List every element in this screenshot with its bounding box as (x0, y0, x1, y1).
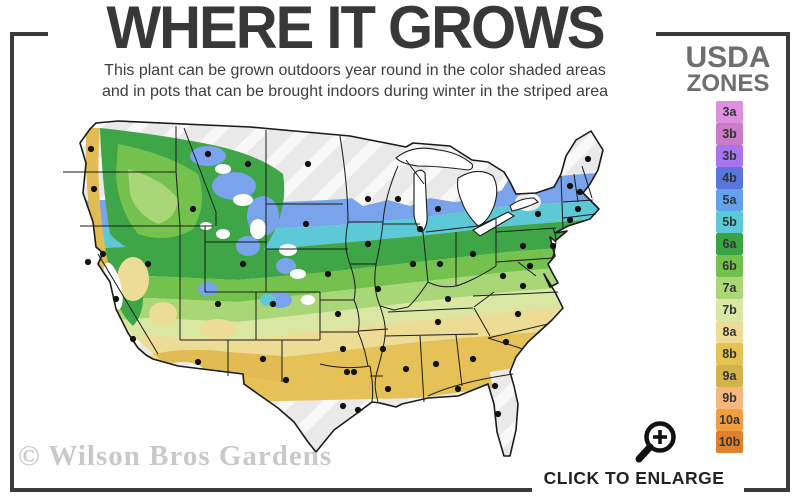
city-dot (566, 182, 574, 190)
city-dot (324, 270, 332, 278)
zone-swatch-4b: 4b (716, 167, 743, 189)
zone-swatch-7a: 7a (716, 277, 743, 299)
city-dot (354, 406, 362, 414)
city-dot (576, 188, 584, 196)
city-dot (454, 385, 462, 393)
city-dot (519, 242, 527, 250)
magnifier-plus-icon[interactable] (632, 418, 684, 466)
click-to-enlarge-label[interactable]: CLICK TO ENLARGE (543, 468, 725, 488)
subtitle-line2: and in pots that can be brought indoors … (101, 83, 609, 101)
city-dot (499, 272, 507, 280)
city-dot (259, 355, 267, 363)
city-dot (519, 282, 527, 290)
frame-border-bottom-left (10, 488, 532, 492)
frame-border-top-right (656, 32, 790, 36)
usda-zone-legend: 3a 3b 3b 4b 5a 5b 6a 6b 7a 7b 8a 8b 9a 9b 10a 10b (716, 101, 743, 453)
city-dot (469, 250, 477, 258)
zone-swatch-3b: 3b (716, 145, 743, 167)
city-dot (144, 260, 152, 268)
frame-border-left (10, 32, 14, 492)
city-dot (343, 368, 351, 376)
page-title: WHERE IT GROWS (106, 0, 605, 62)
city-dot (364, 195, 372, 203)
zone-swatch-8b: 8b (716, 343, 743, 365)
legend-title-zones: ZONES (686, 69, 770, 97)
city-dot (244, 160, 252, 168)
city-dot (574, 205, 582, 213)
city-dot (379, 345, 387, 353)
zone-swatch-9b: 9b (716, 387, 743, 409)
city-dot (434, 318, 442, 326)
city-dot (434, 205, 442, 213)
city-dot (416, 225, 424, 233)
zone-swatch-7b: 7b (716, 299, 743, 321)
city-dot (534, 210, 542, 218)
city-dot (269, 300, 277, 308)
subtitle: This plant can be grown outdoors year ro… (55, 60, 655, 102)
great-lakes (395, 147, 539, 237)
zone-swatch-5b: 5b (716, 211, 743, 233)
city-dot (364, 240, 372, 248)
city-dot (90, 185, 98, 193)
city-dot (436, 260, 444, 268)
subtitle-line1: This plant can be grown outdoors year ro… (104, 62, 606, 79)
city-dot (204, 150, 212, 158)
city-dot (112, 295, 120, 303)
city-dot (584, 155, 592, 163)
city-dot (491, 382, 499, 390)
city-dot (502, 338, 510, 346)
city-dot (402, 365, 410, 373)
zone-swatch-3b: 3b (716, 123, 743, 145)
zone-swatch-9a: 9a (716, 365, 743, 387)
watermark: © Wilson Bros Gardens (18, 440, 333, 472)
city-dot (350, 368, 358, 376)
frame-border-bottom-right (744, 488, 790, 492)
zone-swatch-6b: 6b (716, 255, 743, 277)
city-dot (84, 258, 92, 266)
city-dot (99, 250, 107, 258)
zone-shading (80, 121, 603, 456)
city-dot (526, 262, 534, 270)
city-dot (394, 195, 402, 203)
city-dot (339, 345, 347, 353)
city-dot (214, 300, 222, 308)
city-dot (302, 220, 310, 228)
zone-swatch-10a: 10a (716, 409, 743, 431)
zone-swatch-8a: 8a (716, 321, 743, 343)
city-dot (514, 310, 522, 318)
click-to-enlarge-button[interactable]: CLICK TO ENLARGE (536, 418, 732, 489)
frame-border-right (786, 32, 790, 492)
city-dot (129, 335, 137, 343)
city-dot (469, 355, 477, 363)
city-dot (334, 310, 342, 318)
city-dot (432, 360, 440, 368)
legend-title-usda: USDA (685, 41, 771, 74)
city-dot (374, 285, 382, 293)
city-dot (409, 260, 417, 268)
city-dots-layer (84, 145, 592, 418)
zone-swatch-10b: 10b (716, 431, 743, 453)
city-dot (282, 376, 290, 384)
zone-swatch-5a: 5a (716, 189, 743, 211)
legend-title: USDA ZONES (668, 41, 788, 97)
city-dot (304, 160, 312, 168)
city-dot (444, 295, 452, 303)
city-dot (566, 216, 574, 224)
city-dot (384, 385, 392, 393)
city-dot (194, 358, 202, 366)
usda-zone-map[interactable] (58, 114, 610, 466)
zone-swatch-6a: 6a (716, 233, 743, 255)
city-dot (239, 260, 247, 268)
city-dot (87, 145, 95, 153)
frame-border-top-left (10, 32, 48, 36)
city-dot (339, 402, 347, 410)
city-dot (549, 242, 557, 250)
city-dot (189, 205, 197, 213)
city-dot (494, 410, 502, 418)
us-outline (79, 120, 604, 457)
zone-swatch-3a: 3a (716, 101, 743, 123)
